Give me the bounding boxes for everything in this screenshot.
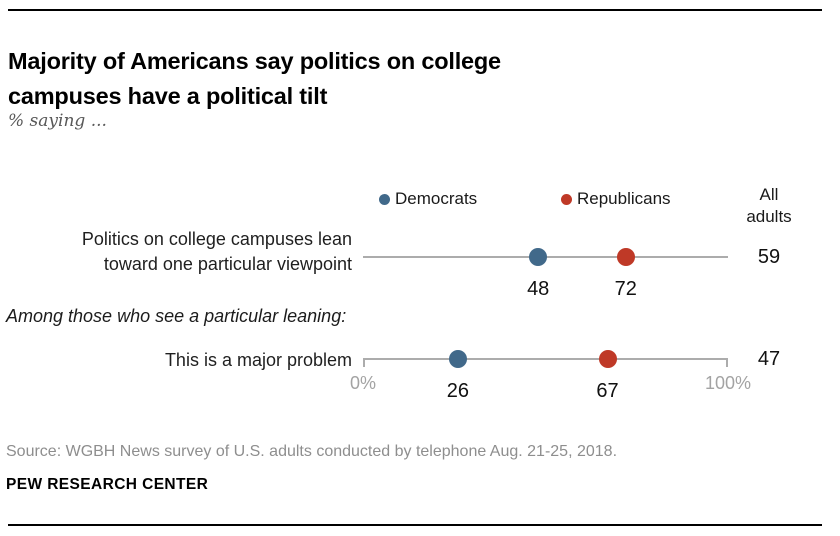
republicans-dot (598, 350, 617, 368)
all-adults-value: 59 (757, 246, 781, 268)
republicans-dot-icon (561, 193, 572, 205)
row-label-line: Politics on college campuses lean (81, 229, 352, 249)
axis-end-tick (726, 358, 728, 367)
democrats-value-label: 26 (446, 380, 470, 402)
chart-title-line-1: Majority of Americans say politics on co… (8, 47, 501, 74)
democrats-dot-icon (379, 193, 390, 205)
republicans-value-label: 67 (596, 380, 619, 402)
all-adults-value: 47 (757, 348, 781, 370)
source-note: Source: WGBH News survey of U.S. adults … (6, 443, 618, 460)
chart-title: Majority of Americans say politics on co… (8, 44, 658, 115)
legend-item-democrats: Democrats (379, 189, 477, 209)
axis-start-tick (363, 358, 365, 367)
legend-item-republicans: Republicans (561, 189, 671, 209)
democrats-dot (448, 350, 467, 368)
republicans-dot (616, 248, 635, 266)
row-label: Politics on college campuses lean toward… (0, 227, 352, 277)
legend-label-democrats: Democrats (395, 189, 478, 208)
dot-track-with-axis: 0% 100% 26 67 (350, 350, 751, 402)
row-label-line: toward one particular viewpoint (103, 253, 352, 274)
row-label: This is a major problem (164, 350, 352, 370)
pew-research-center-wordmark: PEW RESEARCH CENTER (6, 476, 209, 493)
top-rule (8, 9, 822, 11)
axis-max-label: 100% (704, 373, 752, 393)
legend-label-republicans: Republicans (577, 189, 671, 208)
section-note: Among those who see a particular leaning… (6, 306, 347, 326)
democrats-dot (529, 248, 548, 266)
dot-track: 48 72 (363, 248, 728, 300)
democrats-value-label: 48 (527, 278, 550, 300)
republicans-value-label: 72 (614, 278, 637, 300)
axis-min-label: 0% (349, 373, 377, 393)
bottom-rule (8, 524, 822, 526)
chart-title-line-2: campuses have a political tilt (8, 82, 328, 109)
all-adults-column-header: All adults (746, 185, 792, 226)
chart-subtitle: % saying ... (8, 111, 107, 131)
